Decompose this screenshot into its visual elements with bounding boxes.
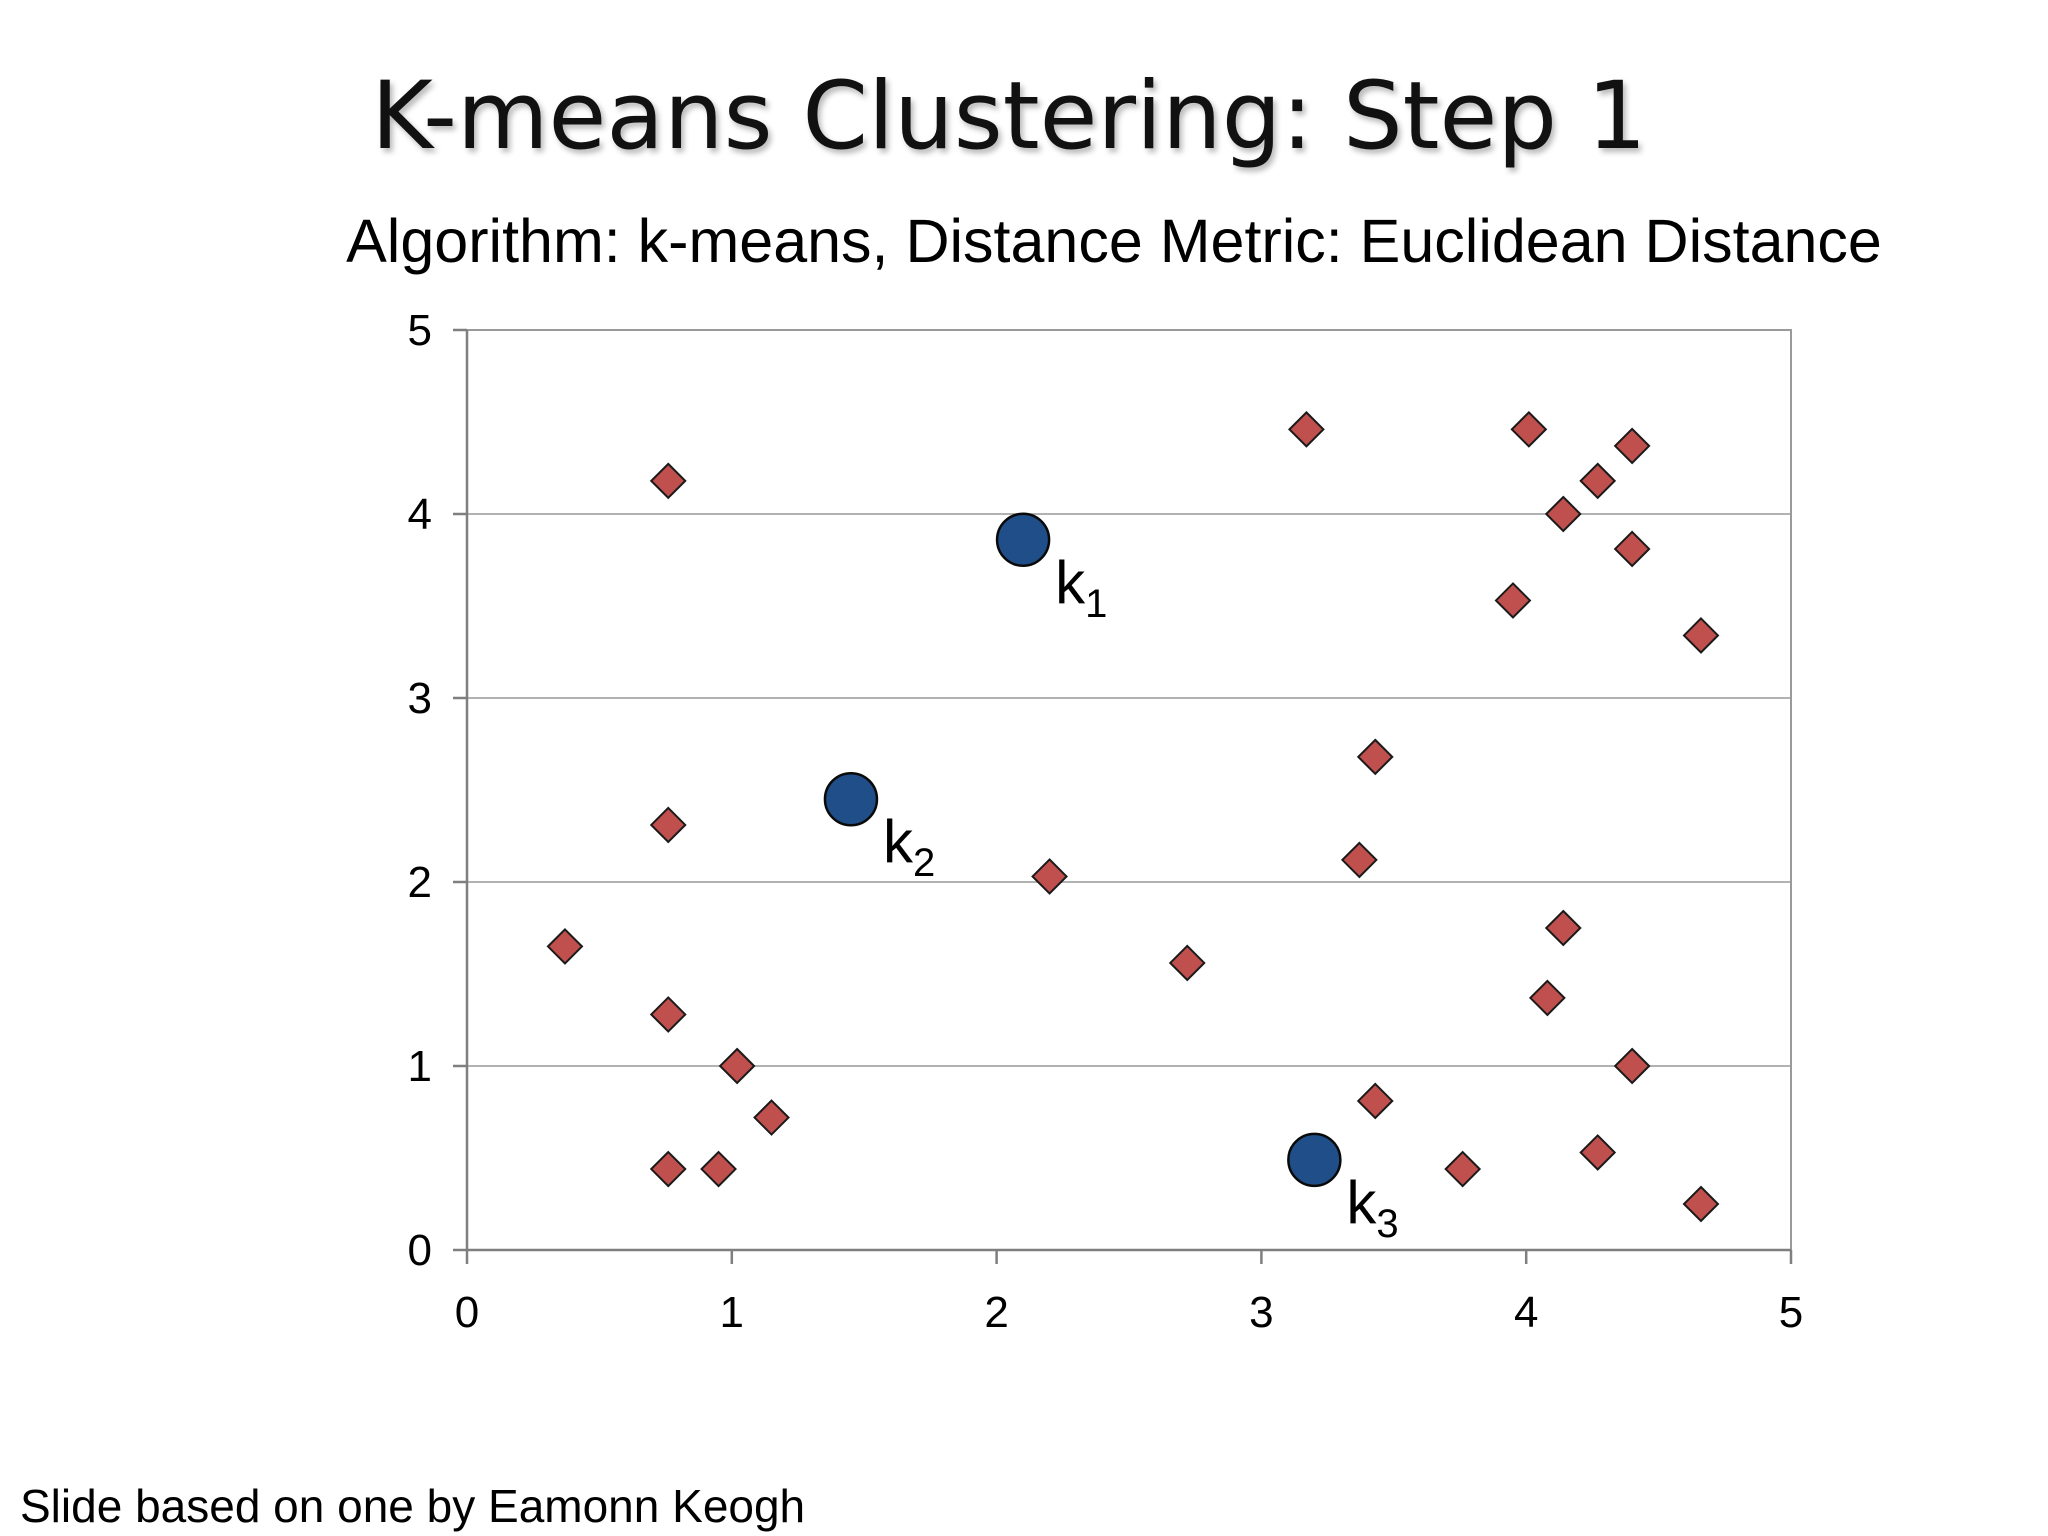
data-point: [1356, 738, 1394, 776]
data-point: [1340, 841, 1378, 879]
centroid-label-k3: k3: [1346, 1169, 1398, 1246]
data-point: [1613, 530, 1651, 568]
y-tick-label: 5: [408, 306, 432, 355]
data-point: [1510, 410, 1548, 448]
data-point: [1682, 1185, 1720, 1223]
data-point: [1356, 1082, 1394, 1120]
slide-credit: Slide based on one by Eamonn Keogh: [20, 1480, 806, 1532]
data-point: [1031, 858, 1068, 895]
centroid-label-letter: k: [1346, 1169, 1377, 1236]
data-point: [1613, 1047, 1651, 1085]
y-tick-label: 2: [408, 858, 432, 907]
centroid-k3: [1287, 1132, 1342, 1188]
data-point: [1579, 462, 1617, 500]
centroid-label-subscript: 3: [1376, 1202, 1398, 1246]
data-point: [649, 806, 687, 844]
chart-title: Algorithm: k-means, Distance Metric: Euc…: [346, 207, 1882, 275]
data-point: [700, 1150, 737, 1188]
data-point: [1544, 909, 1582, 947]
slide-title: K-means Clustering: Step 1: [371, 62, 1647, 171]
data-point: [1444, 1150, 1482, 1188]
x-tick-label: 5: [1779, 1288, 1803, 1337]
centroid-label-subscript: 2: [913, 841, 935, 885]
data-point: [1288, 410, 1325, 448]
data-point: [1682, 617, 1720, 654]
data-point: [1544, 495, 1582, 533]
y-axis: 0 1 2 3 4 5: [408, 306, 469, 1275]
plot-area: [466, 329, 1792, 1251]
data-point: [1494, 582, 1532, 619]
x-axis: 0 1 2 3 4 5: [455, 1248, 1803, 1337]
centroid-label-k2: k2: [883, 808, 935, 885]
centroid-k2: [823, 771, 879, 827]
data-point: [546, 927, 584, 965]
x-tick-label: 4: [1514, 1288, 1538, 1337]
y-tick-label: 3: [408, 674, 432, 723]
data-points: [546, 410, 1720, 1223]
x-tick-label: 2: [984, 1288, 1008, 1337]
centroid-label-letter: k: [1055, 549, 1086, 616]
centroid-k1: [995, 512, 1051, 568]
data-point: [1579, 1134, 1617, 1171]
data-point: [1528, 979, 1566, 1017]
data-point: [753, 1099, 790, 1136]
data-point: [649, 1150, 687, 1188]
centroid-label-k1: k1: [1055, 549, 1107, 626]
data-point: [649, 462, 687, 500]
data-point: [1613, 427, 1651, 465]
y-tick-label: 0: [408, 1226, 432, 1275]
data-point: [718, 1047, 756, 1085]
centroid-label-letter: k: [883, 808, 914, 875]
x-tick-label: 1: [720, 1288, 744, 1337]
y-tick-label: 4: [408, 490, 432, 539]
plot-border: [466, 329, 1792, 1251]
data-point: [649, 996, 687, 1033]
centroid-label-subscript: 1: [1085, 582, 1107, 626]
x-tick-label: 3: [1249, 1288, 1273, 1337]
data-point: [1168, 944, 1206, 982]
x-tick-label: 0: [455, 1288, 479, 1337]
y-tick-label: 1: [408, 1042, 432, 1091]
